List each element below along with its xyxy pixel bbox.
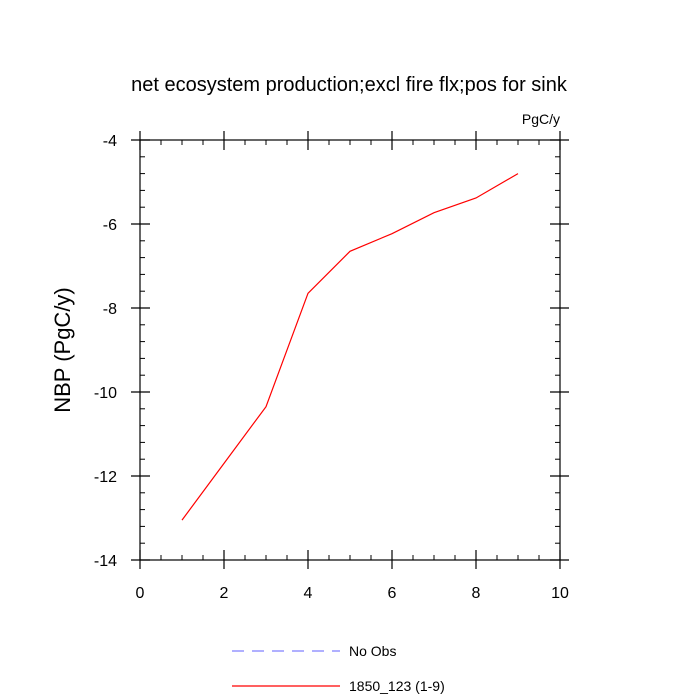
- x-tick-label: 8: [472, 585, 481, 602]
- chart-title: net ecosystem production;excl fire flx;p…: [131, 74, 568, 96]
- y-tick-label: -4: [103, 133, 117, 150]
- series-layer: [181, 173, 519, 521]
- x-tick-label: 4: [304, 585, 313, 602]
- x-tick-label: 6: [388, 585, 397, 602]
- legend-label: 1850_123 (1-9): [349, 678, 445, 694]
- legend-label: No Obs: [349, 643, 396, 659]
- units-label: PgC/y: [522, 111, 560, 127]
- y-tick-label: -12: [94, 469, 117, 486]
- y-tick-label: -14: [94, 553, 117, 570]
- series-line: [181, 173, 519, 521]
- y-tick-label: -8: [103, 301, 117, 318]
- y-tick-label: -10: [94, 385, 117, 402]
- x-tick-label: 2: [220, 585, 229, 602]
- axis-ticks: [131, 131, 569, 569]
- plot-frame: [139, 139, 561, 561]
- y-tick-label: -6: [103, 217, 117, 234]
- x-tick-label: 10: [551, 585, 569, 602]
- y-axis-label: NBP (PgC/y): [50, 287, 75, 413]
- x-tick-label: 0: [136, 585, 145, 602]
- axis-tick-labels: 0 2 4 6 8 10 -14 -12 -10 -8 -6 -4: [94, 133, 569, 602]
- legend: No Obs 1850_123 (1-9): [232, 643, 445, 694]
